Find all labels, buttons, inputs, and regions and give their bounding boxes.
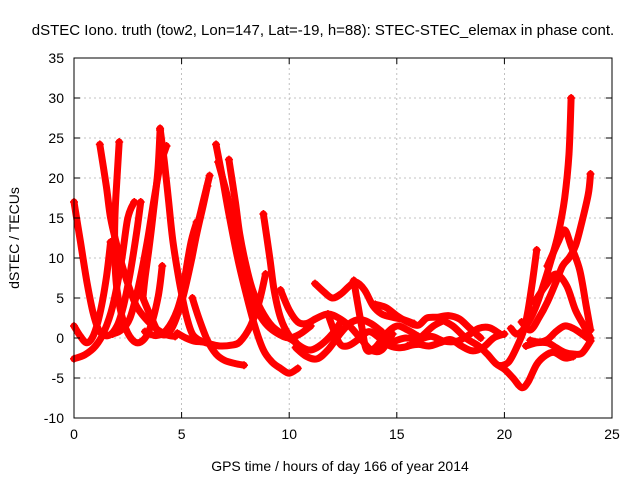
series-line-sat22 xyxy=(350,276,422,355)
series-line-sat23 xyxy=(371,300,485,342)
y-tick-label: -5 xyxy=(52,370,65,386)
y-tick-label: 5 xyxy=(56,290,64,306)
series-endpoint-marker xyxy=(586,337,595,346)
y-tick-label: 0 xyxy=(56,330,64,346)
series-line-sat11 xyxy=(178,218,201,302)
series-endpoint-marker xyxy=(108,330,117,338)
ticks: 0 5 10 15 20 25 -10 -5 0 5 10 15 20 25 30 35 xyxy=(44,50,620,442)
series-endpoint-marker xyxy=(95,140,104,149)
series-endpoint-marker xyxy=(291,343,300,352)
x-tick-label: 20 xyxy=(497,426,513,442)
series-endpoint-marker xyxy=(586,170,595,178)
series-endpoint-marker xyxy=(192,218,201,226)
series-line-sat8 xyxy=(109,142,170,338)
series-endpoint-marker xyxy=(158,262,167,270)
series-endpoint-marker xyxy=(177,294,186,302)
series-endpoint-marker xyxy=(141,327,150,336)
series-line-sat28 xyxy=(507,94,575,338)
series-line-sat2 xyxy=(70,238,115,347)
series-line-sat32 xyxy=(522,337,594,358)
series-endpoint-marker xyxy=(323,310,332,318)
series-endpoint-marker xyxy=(261,270,270,278)
y-tick-label: -10 xyxy=(44,410,64,426)
series-endpoint-marker xyxy=(138,294,147,302)
x-tick-label: 15 xyxy=(389,426,405,442)
series-endpoint-marker xyxy=(496,330,505,338)
series-endpoint-marker xyxy=(435,314,444,323)
series-endpoint-marker xyxy=(205,171,214,180)
series-endpoint-marker xyxy=(521,342,530,350)
series-endpoint-marker xyxy=(517,318,526,326)
series-endpoint-marker xyxy=(543,262,552,270)
series-layer xyxy=(70,94,595,392)
series-endpoint-marker xyxy=(506,324,515,333)
series-endpoint-marker xyxy=(532,246,541,254)
series-endpoint-marker xyxy=(156,124,165,133)
series-endpoint-marker xyxy=(162,142,171,150)
series-line-sat17 xyxy=(259,210,345,354)
series-line-sat29 xyxy=(518,170,594,334)
y-tick-label: 30 xyxy=(48,90,64,106)
series-line-sat26 xyxy=(436,315,577,392)
series-endpoint-marker xyxy=(240,361,249,370)
x-axis-label: GPS time / hours of day 166 of year 2014 xyxy=(211,458,469,474)
series-endpoint-marker xyxy=(276,286,285,294)
series-endpoint-marker xyxy=(214,158,223,166)
y-tick-label: 15 xyxy=(48,210,64,226)
series-line-sat3 xyxy=(70,198,138,363)
x-tick-label: 10 xyxy=(281,426,297,442)
y-tick-label: 35 xyxy=(48,50,64,66)
x-tick-label: 0 xyxy=(70,426,78,442)
series-line-sat7 xyxy=(156,124,205,345)
series-endpoint-marker xyxy=(371,300,380,309)
series-endpoint-marker xyxy=(311,279,320,288)
series-endpoint-marker xyxy=(586,326,595,334)
y-tick-label: 10 xyxy=(48,250,64,266)
y-tick-label: 25 xyxy=(48,130,64,146)
series-endpoint-marker xyxy=(388,338,397,346)
x-tick-label: 5 xyxy=(178,426,186,442)
series-line-sat14 xyxy=(225,156,300,346)
chart-title: dSTEC Iono. truth (tow2, Lon=147, Lat=-1… xyxy=(32,22,614,39)
series-line-sat1 xyxy=(70,198,145,340)
x-tick-label: 25 xyxy=(604,426,620,442)
y-tick-label: 20 xyxy=(48,170,64,186)
series-endpoint-marker xyxy=(496,362,505,370)
series-line-sat15 xyxy=(188,294,248,369)
series-line-sat25 xyxy=(389,323,504,346)
series-endpoint-marker xyxy=(115,138,124,146)
series-endpoint-marker xyxy=(173,329,182,338)
series-line-sat30 xyxy=(531,270,594,342)
series-endpoint-marker xyxy=(188,294,197,302)
series-endpoint-marker xyxy=(130,198,139,206)
series-endpoint-marker xyxy=(349,276,358,285)
series-line-sat27 xyxy=(496,246,541,370)
grid xyxy=(74,58,612,418)
series-endpoint-marker xyxy=(567,94,576,102)
series-endpoint-marker xyxy=(203,182,212,190)
series-endpoint-marker xyxy=(293,364,302,373)
series-endpoint-marker xyxy=(259,210,268,218)
series-endpoint-marker xyxy=(530,298,539,306)
series-endpoint-marker xyxy=(403,342,412,350)
series-line-sat33 xyxy=(543,226,594,334)
y-axis-label: dSTEC / TECUs xyxy=(6,187,22,289)
plot-frame xyxy=(73,57,613,419)
series-endpoint-marker xyxy=(224,155,233,164)
series-endpoint-marker xyxy=(212,140,221,149)
series-line-sat16 xyxy=(173,270,269,350)
series-endpoint-marker xyxy=(476,334,485,342)
